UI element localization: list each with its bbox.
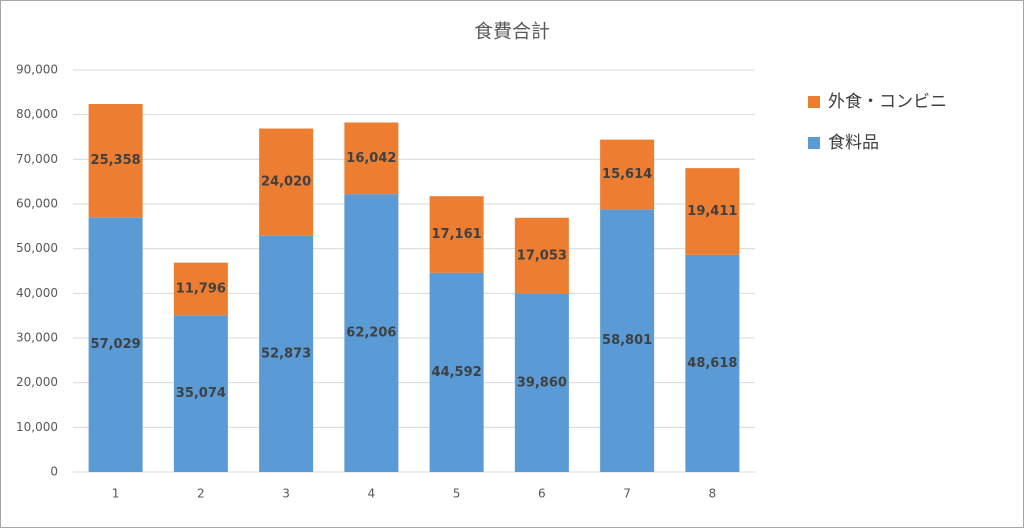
y-tick-label: 60,000 — [16, 197, 58, 211]
bar-segment — [173, 315, 228, 472]
value-label: 44,592 — [432, 365, 482, 380]
value-label: 62,206 — [346, 326, 396, 341]
y-tick-label: 80,000 — [16, 107, 58, 121]
value-label: 48,618 — [687, 356, 737, 371]
bar-segment — [88, 104, 143, 218]
legend-label: 食料品 — [828, 133, 879, 153]
bar-segment — [514, 293, 569, 472]
value-label: 52,873 — [261, 346, 311, 361]
x-tick-label: 4 — [368, 487, 376, 501]
value-label: 35,074 — [176, 386, 226, 401]
value-label: 58,801 — [602, 333, 652, 348]
x-tick-label: 1 — [112, 487, 120, 501]
value-label: 17,161 — [432, 227, 482, 242]
bar-segment — [344, 122, 399, 195]
value-label: 57,029 — [91, 337, 141, 352]
legend-swatch — [808, 137, 820, 149]
value-label: 11,796 — [176, 281, 226, 296]
bar-segment — [600, 209, 655, 472]
bar-segment — [514, 217, 569, 294]
bar-segment — [429, 272, 484, 472]
bar-segment — [685, 168, 740, 255]
x-tick-label: 5 — [453, 487, 461, 501]
value-label: 39,860 — [517, 375, 567, 390]
legend-swatch — [808, 96, 820, 108]
bar-segment — [259, 128, 314, 236]
value-label: 24,020 — [261, 175, 311, 190]
x-tick-label: 3 — [282, 487, 290, 501]
chart-title: 食費合計 — [474, 21, 550, 43]
y-tick-label: 40,000 — [16, 286, 58, 300]
value-label: 25,358 — [91, 153, 141, 168]
value-label: 15,614 — [602, 167, 652, 182]
y-tick-label: 0 — [50, 465, 58, 479]
y-tick-label: 20,000 — [16, 375, 58, 389]
bar-segment — [259, 235, 314, 472]
value-label: 19,411 — [687, 204, 737, 219]
bar-segment — [600, 139, 655, 210]
x-tick-label: 7 — [623, 487, 631, 501]
value-label: 16,042 — [346, 151, 396, 166]
y-tick-label: 70,000 — [16, 152, 58, 166]
bar-segment — [88, 217, 143, 472]
bar-segment — [685, 254, 740, 472]
y-tick-label: 50,000 — [16, 241, 58, 255]
x-tick-label: 8 — [709, 487, 717, 501]
x-tick-label: 6 — [538, 487, 546, 501]
bar-segment — [429, 196, 484, 273]
legend-label: 外食・コンビニ — [828, 92, 947, 112]
bar-segment — [344, 194, 399, 472]
y-tick-label: 10,000 — [16, 420, 58, 434]
bar-segment — [173, 262, 228, 316]
y-tick-label: 30,000 — [16, 331, 58, 345]
y-tick-label: 90,000 — [16, 63, 58, 77]
value-label: 17,053 — [517, 248, 567, 263]
x-tick-label: 2 — [197, 487, 205, 501]
